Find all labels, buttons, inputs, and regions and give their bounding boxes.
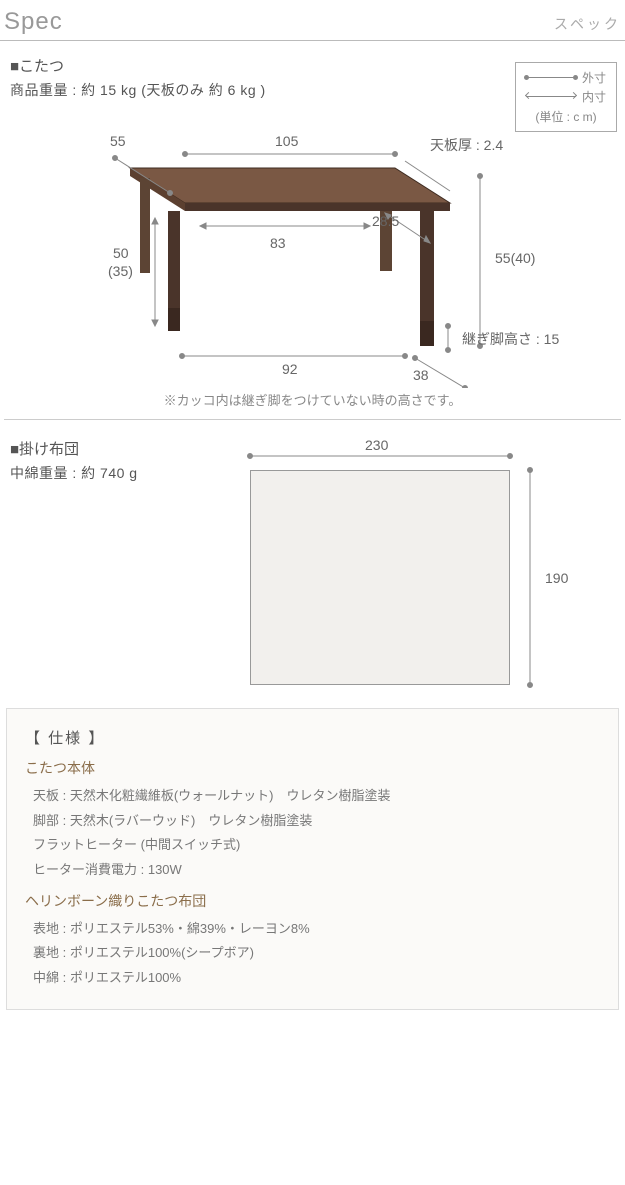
- spec-group1-title: こたつ本体: [25, 758, 600, 778]
- dim-bottom-width: 92: [282, 361, 298, 377]
- spec-item: 表地 : ポリエステル53%・綿39%・レーヨン8%: [25, 917, 600, 942]
- divider: [4, 419, 621, 420]
- dim-top-depth: 55: [110, 133, 126, 149]
- header-title: Spec: [4, 8, 63, 36]
- spec-item: フラットヒーター (中間スイッチ式): [25, 833, 600, 858]
- dim-top-width: 105: [275, 133, 299, 149]
- kotatsu-diagram: 55 105 天板厚 : 2.4 83 28.5 50 (35) 55(40) …: [0, 108, 625, 388]
- spec-group2-title: ヘリンボーン織りこたつ布団: [25, 891, 600, 911]
- spec-item: 中綿 : ポリエステル100%: [25, 966, 600, 991]
- legend-outer-row: 外寸: [526, 69, 606, 86]
- spec-item: ヒーター消費電力 : 130W: [25, 858, 600, 883]
- inner-dim-icon: [526, 96, 576, 97]
- futon-section: ■掛け布団 中綿重量 : 約 740 g 230 190: [0, 428, 625, 698]
- futon-width: 230: [365, 437, 389, 453]
- legend-outer-label: 外寸: [582, 69, 606, 86]
- dim-inner-side: 28.5: [372, 213, 399, 229]
- dim-bottom-depth: 38: [413, 367, 429, 383]
- header-subtitle: スペック: [554, 14, 621, 34]
- futon-height: 190: [545, 570, 569, 586]
- kotatsu-note: ※カッコ内は継ぎ脚をつけていない時の高さです。: [0, 390, 625, 409]
- spec-heading: 【 仕様 】: [25, 727, 600, 748]
- dim-inner-width: 83: [270, 235, 286, 251]
- legend-inner-label: 内寸: [582, 88, 606, 105]
- dim-ext-leg: 継ぎ脚高さ : 15: [462, 331, 559, 347]
- spec-item: 裏地 : ポリエステル100%(シープボア): [25, 941, 600, 966]
- spec-item: 天板 : 天然木化粧繊維板(ウォールナット) ウレタン樹脂塗装: [25, 784, 600, 809]
- dim-leg-h1-alt: (35): [108, 263, 133, 279]
- table-illustration: [130, 168, 450, 346]
- dim-height: 55(40): [495, 250, 535, 266]
- spec-item: 脚部 : 天然木(ラバーウッド) ウレタン樹脂塗装: [25, 809, 600, 834]
- spec-box: 【 仕様 】 こたつ本体 天板 : 天然木化粧繊維板(ウォールナット) ウレタン…: [6, 708, 619, 1010]
- dim-leg-h1: 50: [113, 245, 129, 261]
- page-header: Spec スペック: [0, 0, 625, 41]
- outer-dim-icon: [526, 77, 576, 78]
- legend-inner-row: 内寸: [526, 88, 606, 105]
- dim-thickness: 天板厚 : 2.4: [430, 137, 503, 153]
